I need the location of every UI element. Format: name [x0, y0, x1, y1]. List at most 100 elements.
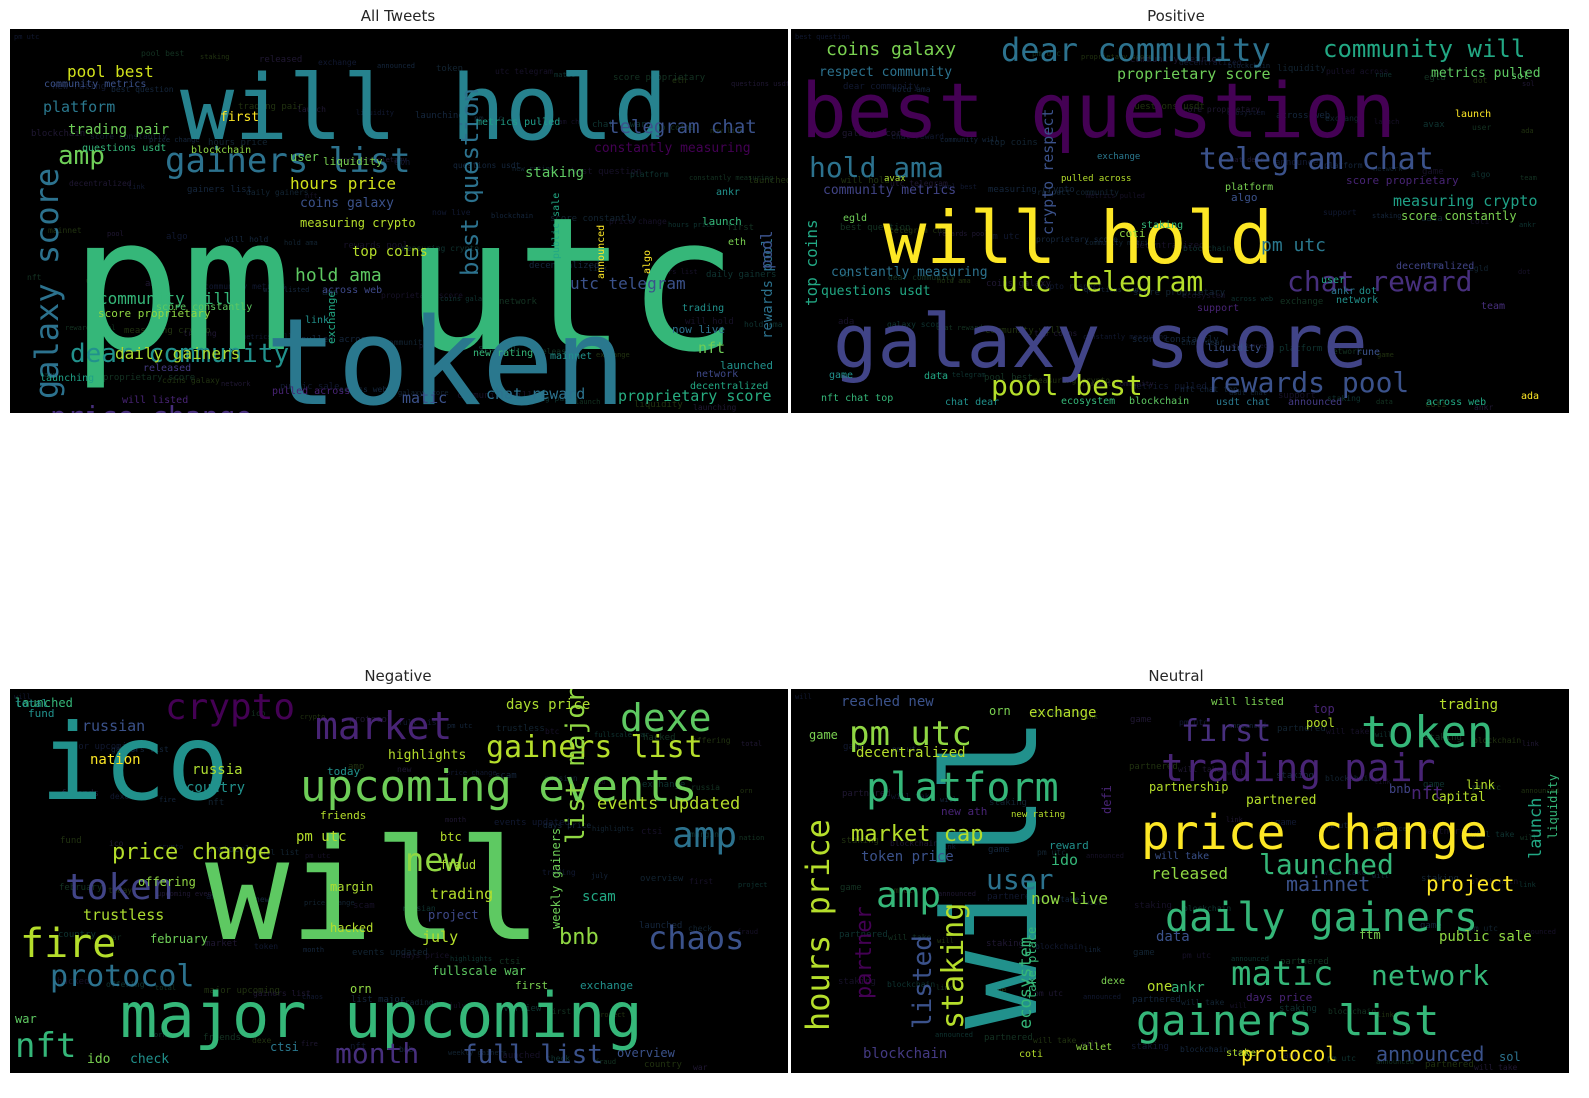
negative-background-word: crypto [300, 713, 325, 721]
all-tweets-background-word: across web [339, 385, 387, 394]
neutral-word: trading pair [1161, 746, 1436, 790]
positive-background-word: score constantly [1132, 335, 1219, 345]
positive-word: chat reward [1287, 265, 1472, 298]
negative-background-word: launched [497, 1051, 540, 1061]
negative-word: orn [350, 982, 372, 996]
all-tweets-word: pulled across [272, 386, 350, 397]
neutral-background-word: pm utc [892, 745, 921, 754]
negative-background-word: july [449, 1002, 466, 1010]
positive-word: utc telegram [1001, 265, 1203, 298]
negative-word: fullscale war [432, 964, 526, 978]
positive-background-word: hold ama [892, 85, 931, 94]
all-tweets-background-word: will hold [685, 317, 734, 327]
neutral-background-word: blockchain [1035, 942, 1083, 951]
negative-word: token [65, 867, 173, 908]
neutral-background-word: partnered [1425, 1060, 1474, 1070]
negative-word: friends [320, 809, 366, 822]
all-tweets-word: coins galaxy [300, 196, 394, 211]
negative-word: fraud [440, 858, 476, 872]
neutral-word: now live [1031, 889, 1108, 908]
neutral-background-word: will [1085, 899, 1102, 907]
neutral-background-word: blockchain [1325, 774, 1373, 783]
neutral-word: announced [1376, 1042, 1484, 1066]
neutral-word: new ath [941, 805, 987, 818]
negative-background-word: today [108, 886, 132, 895]
all-tweets-word: proprietary score [618, 387, 772, 405]
positive-word: community will [1323, 35, 1525, 63]
neutral-word: token price [861, 849, 954, 865]
all-tweets-background-word: gainers list [647, 268, 698, 276]
negative-background-word: ctsi [641, 827, 663, 837]
negative-background-word: february [59, 883, 103, 893]
all-tweets-background-word: dear community [360, 338, 428, 347]
negative-word: month [335, 1037, 419, 1070]
neutral-word: daily gainers [1165, 895, 1478, 941]
negative-background-word: new [397, 765, 412, 774]
all-tweets-background-word: ankr [145, 279, 167, 289]
neutral-background-word: will [937, 937, 954, 945]
negative-background-word: market [205, 939, 238, 949]
all-tweets-background-word: pool [107, 230, 124, 238]
negative-word: new [405, 841, 464, 879]
all-tweets-background-word: exchange [318, 58, 357, 67]
negative-background-word: upcoming events [157, 890, 220, 898]
positive-word: score proprietary [1346, 174, 1459, 187]
negative-word: russia [192, 762, 243, 778]
all-tweets-background-word: daily gainers [706, 270, 776, 280]
negative-word: days price [506, 697, 590, 713]
positive-background-word: across web [1231, 295, 1273, 303]
positive-word: measuring crypto [1393, 192, 1538, 210]
neutral-background-word: game [988, 845, 1010, 855]
positive-background-word: rune [1375, 71, 1392, 79]
positive-word: sol [1511, 71, 1529, 82]
neutral-word: public sale [1439, 929, 1532, 945]
positive-background-word: respect community [1037, 188, 1119, 197]
positive-background-word: respect community [1082, 380, 1154, 388]
positive-word: rewards pool [1207, 366, 1409, 399]
neutral-background-word: announced [1231, 955, 1269, 963]
negative-word: weekly gainers [549, 828, 563, 929]
all-tweets-word: chat reward [486, 385, 585, 403]
neutral-background-word: pm utc [1324, 821, 1353, 830]
negative-word: ido [87, 1052, 110, 1067]
negative-word: fire [20, 921, 116, 967]
negative-background-word: dexe [252, 1036, 271, 1045]
all-tweets-word: decentralized [690, 381, 768, 392]
all-tweets-background-word: proprietary score [103, 373, 195, 383]
all-tweets-word: gainers list [165, 141, 411, 181]
neutral-word: ecosystem [1016, 937, 1036, 1029]
all-tweets-word: exchange [325, 291, 338, 344]
negative-word: war [15, 1012, 37, 1026]
all-tweets-word: community will [98, 289, 233, 308]
positive-background-word: announced [1230, 342, 1268, 350]
positive-background-word: data [1421, 214, 1443, 224]
neutral-background-word: link [1374, 778, 1392, 786]
positive-background-word: measuring crypto [988, 185, 1075, 195]
neutral-background-word: partnered [984, 1033, 1033, 1043]
positive-background-word: ankr [1519, 221, 1536, 229]
all-tweets-background-word: liquidity [634, 400, 683, 410]
neutral-background-word: partnered [842, 789, 891, 799]
panel-title-all-tweets: All Tweets [360, 7, 436, 25]
all-tweets-word: token [265, 294, 626, 413]
all-tweets-word: launched [720, 359, 773, 372]
neutral-background-word: blockchain [1180, 1045, 1228, 1054]
positive-background-word: community will [940, 136, 999, 144]
positive-background-word: rewards pool [938, 230, 989, 238]
neutral-word: platform [866, 765, 1059, 811]
neutral-background-word: will [795, 693, 812, 701]
all-tweets-word: measuring crypto [300, 216, 416, 230]
all-tweets-background-word: nft [305, 192, 318, 200]
neutral-word: user [986, 863, 1053, 896]
neutral-word: amp [876, 875, 941, 916]
all-tweets-background-word: best question [571, 167, 641, 177]
negative-background-word: overview [498, 1004, 542, 1014]
positive-background-word: utc telegram [935, 371, 986, 379]
positive-background-word: user [1472, 123, 1491, 132]
positive-background-word: pm utc [987, 232, 1020, 242]
all-tweets-word: metrics pulled [476, 117, 560, 128]
all-tweets-background-word: mainnet [48, 226, 82, 235]
positive-word: staking [1141, 220, 1183, 231]
neutral-word: liquidity [1546, 774, 1559, 839]
